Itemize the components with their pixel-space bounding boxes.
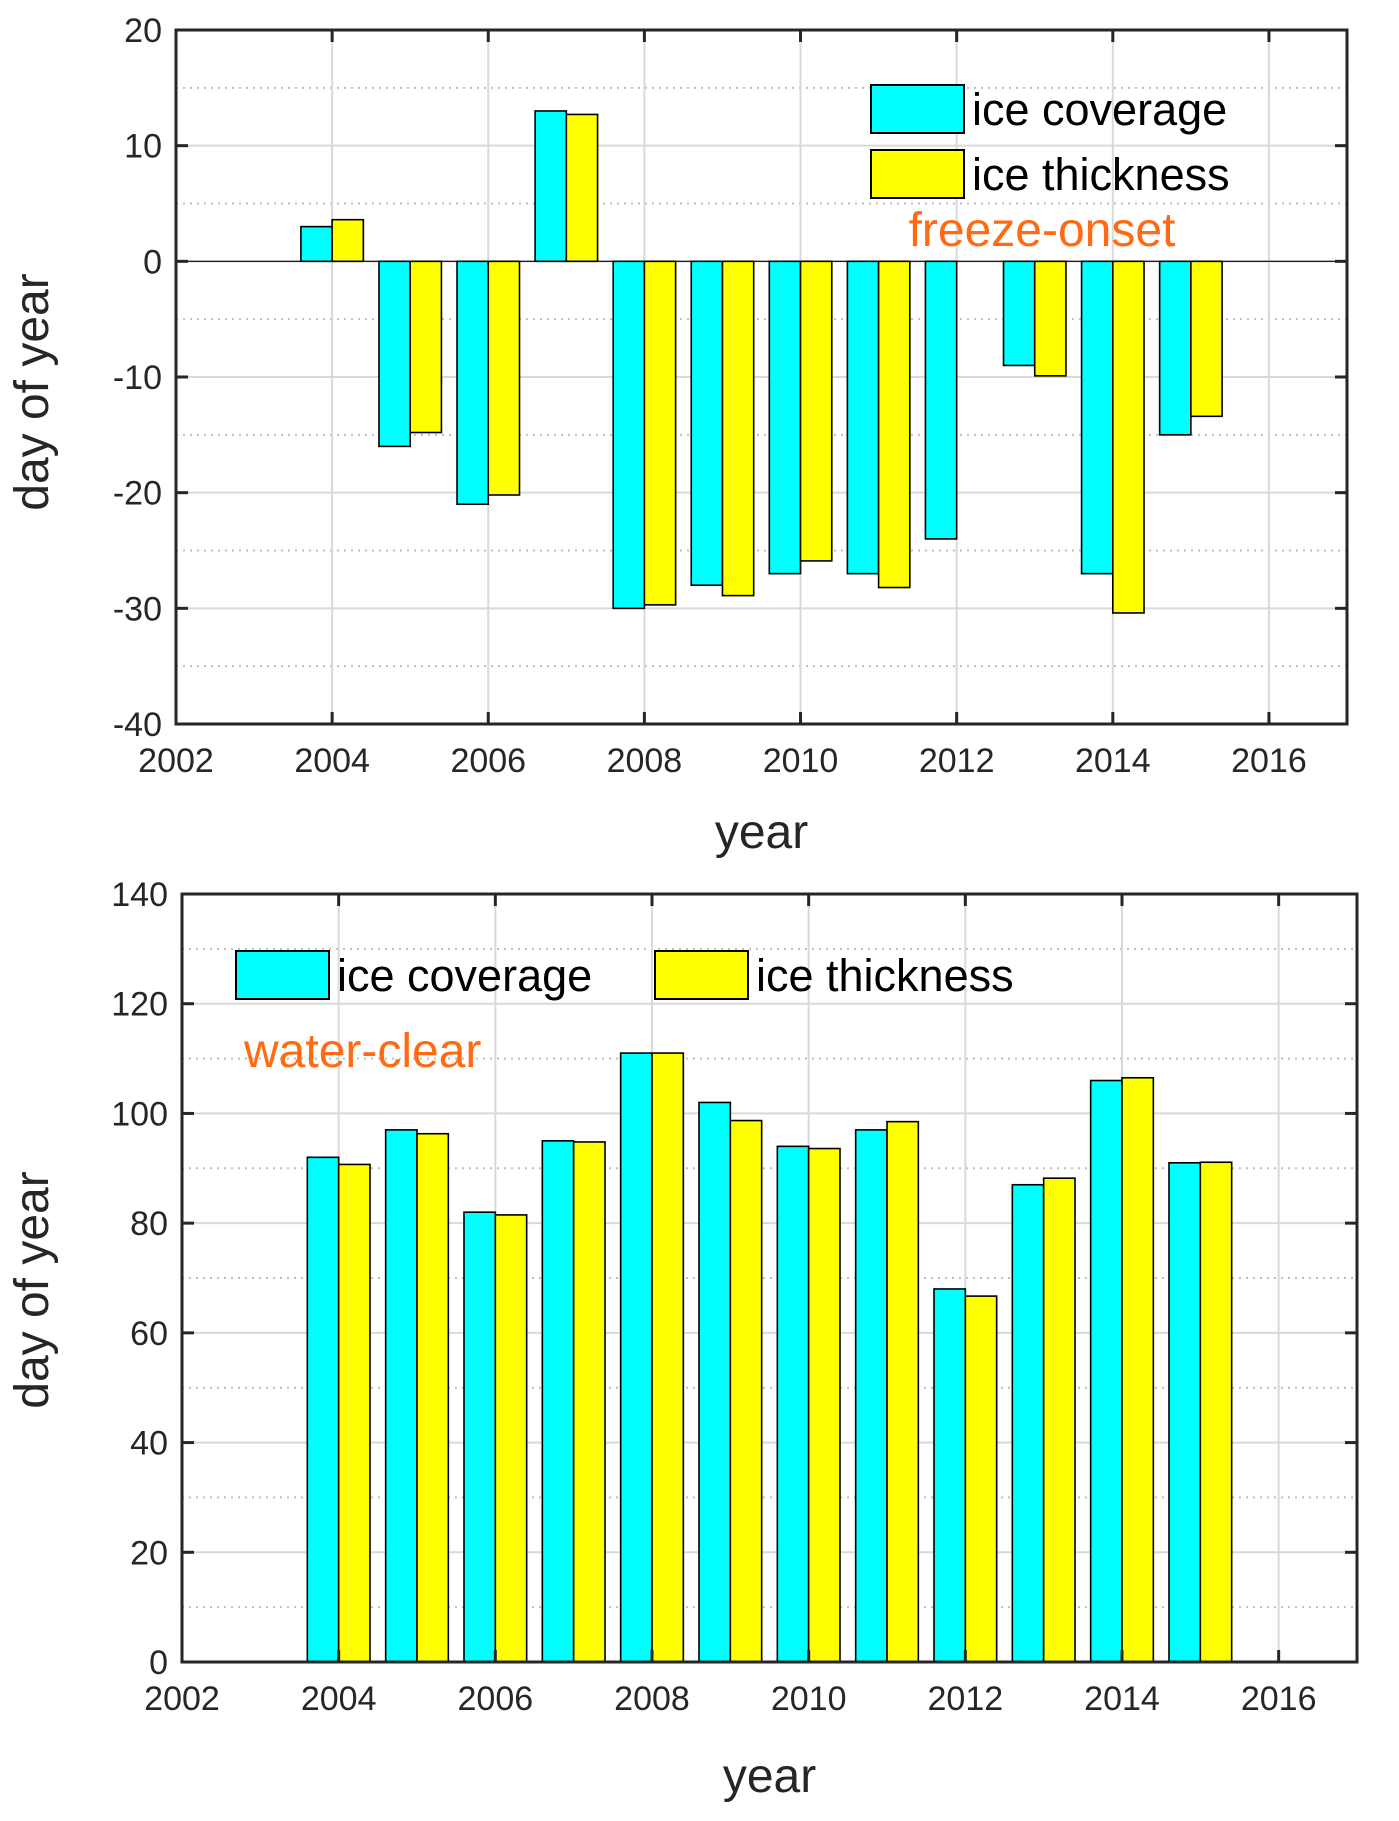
y-axis-label: day of year — [6, 273, 59, 510]
bar-ice-thickness-2013 — [1042, 1177, 1076, 1663]
y-tick-label: 80 — [130, 1205, 168, 1243]
bar-ice-thickness-2004 — [331, 218, 365, 263]
y-tick-label: 20 — [130, 1534, 168, 1572]
bar-ice-coverage-2008 — [619, 1052, 653, 1663]
bar-ice-coverage-2008 — [612, 260, 646, 610]
bar-ice-thickness-2014 — [1112, 260, 1145, 614]
bar-ice-coverage-2010 — [776, 1145, 810, 1663]
bar-ice-coverage-2014 — [1080, 260, 1114, 575]
y-tick-label: 20 — [124, 12, 162, 50]
bar-ice-thickness-2011 — [877, 260, 911, 589]
bar-ice-thickness-2006 — [494, 1214, 528, 1663]
bar-ice-coverage-2006 — [463, 1211, 497, 1663]
bar-ice-coverage-2013 — [1002, 260, 1036, 367]
legend-label-ice-thickness: ice thickness — [756, 950, 1014, 1001]
chart-panel-freeze-onset: -40 -30 -20 -10 0 10 20 2002 2004 2006 2008 2010 201… — [6, 12, 1349, 859]
x-tick-label: 2016 — [1231, 742, 1307, 780]
legend-label-ice-thickness: ice thickness — [972, 149, 1230, 200]
bar-ice-coverage-2013 — [1011, 1183, 1045, 1663]
bar-ice-thickness-2009 — [729, 1119, 763, 1663]
bar-ice-thickness-2014 — [1121, 1076, 1155, 1663]
y-tick-label: 10 — [124, 128, 162, 166]
chart-panel-water-clear: 0 20 40 60 80 100 120 140 2002 2004 2006 2008 2010 20… — [6, 876, 1359, 1803]
bar-ice-coverage-2011 — [854, 1129, 888, 1663]
x-tick-label: 2006 — [458, 1680, 534, 1718]
bar-ice-thickness-2008 — [643, 260, 677, 606]
bar-ice-thickness-2005 — [416, 1132, 450, 1663]
bar-ice-coverage-2007 — [541, 1140, 575, 1663]
x-tick-label: 2008 — [607, 742, 683, 780]
legend-label-ice-coverage: ice coverage — [337, 950, 592, 1001]
legend-swatch-ice-thickness — [654, 950, 749, 1000]
legend: ice coverage ice thickness — [235, 950, 1014, 1001]
legend-label-ice-coverage: ice coverage — [972, 84, 1227, 135]
bar-ice-thickness-2010 — [799, 260, 833, 562]
bar-ice-coverage-2015 — [1158, 260, 1192, 436]
bar-ice-thickness-2009 — [721, 260, 755, 597]
bar-ice-coverage-2014 — [1089, 1079, 1123, 1663]
x-tick-label: 2012 — [919, 742, 995, 780]
plot-area-frame — [180, 892, 1359, 1664]
y-tick-label: 100 — [111, 1095, 168, 1133]
x-tick-label: 2004 — [294, 742, 370, 780]
bar-ice-coverage-2011 — [846, 260, 880, 575]
bar-ice-thickness-2013 — [1033, 260, 1067, 377]
bar-ice-thickness-2006 — [487, 260, 521, 496]
legend-swatch-ice-thickness — [870, 149, 965, 199]
x-tick-label: 2008 — [614, 1680, 690, 1718]
bar-ice-thickness-2007 — [572, 1141, 606, 1663]
x-axis-label: year — [723, 1750, 816, 1803]
bar-ice-coverage-2012 — [924, 260, 958, 540]
bar-ice-thickness-2007 — [565, 113, 599, 263]
bar-ice-coverage-2004 — [306, 1156, 340, 1663]
x-tick-label: 2010 — [763, 742, 839, 780]
x-tick-label: 2004 — [301, 1680, 377, 1718]
y-tick-label: -20 — [113, 475, 162, 513]
x-tick-label: 2014 — [1075, 742, 1151, 780]
bar-ice-coverage-2004 — [300, 225, 333, 263]
x-tick-label: 2012 — [928, 1680, 1004, 1718]
y-tick-label: 60 — [130, 1315, 168, 1353]
x-tick-label: 2014 — [1084, 1680, 1160, 1718]
bar-ice-thickness-2015 — [1190, 260, 1223, 418]
bar-ice-thickness-2005 — [409, 260, 443, 434]
bar-ice-thickness-2011 — [886, 1120, 920, 1663]
bar-ice-coverage-2015 — [1168, 1162, 1202, 1663]
y-tick-label: 0 — [143, 243, 162, 281]
x-tick-label: 2002 — [144, 1680, 220, 1718]
legend-swatch-ice-coverage — [870, 84, 965, 134]
y-tick-label: -40 — [113, 706, 162, 744]
panel-annotation: water-clear — [243, 1025, 481, 1078]
x-tick-label: 2010 — [771, 1680, 847, 1718]
bar-ice-thickness-2012 — [964, 1295, 998, 1663]
legend: ice coverage ice thickness — [870, 84, 1230, 200]
bar-ice-coverage-2009 — [698, 1101, 732, 1663]
y-tick-label: 140 — [111, 876, 168, 914]
bar-ice-thickness-2015 — [1199, 1161, 1233, 1663]
x-tick-label: 2016 — [1241, 1680, 1317, 1718]
x-tick-label: 2006 — [450, 742, 526, 780]
x-axis-label: year — [715, 806, 808, 859]
bar-ice-thickness-2010 — [807, 1147, 841, 1663]
bar-ice-coverage-2005 — [378, 260, 411, 448]
y-tick-label: 0 — [149, 1644, 168, 1682]
y-tick-label: -30 — [113, 590, 162, 628]
x-tick-label: 2002 — [138, 742, 214, 780]
bar-ice-thickness-2008 — [651, 1052, 685, 1663]
panel-annotation: freeze-onset — [909, 204, 1176, 257]
bar-ice-thickness-2004 — [337, 1163, 371, 1663]
y-tick-label: -10 — [113, 359, 162, 397]
bar-ice-coverage-2007 — [534, 110, 568, 263]
bar-ice-coverage-2012 — [933, 1288, 967, 1663]
bar-ice-coverage-2009 — [690, 260, 724, 587]
legend-swatch-ice-coverage — [235, 950, 330, 1000]
y-axis-label: day of year — [6, 1171, 59, 1408]
bar-ice-coverage-2010 — [768, 260, 802, 575]
bar-ice-coverage-2005 — [384, 1129, 418, 1663]
y-tick-label: 120 — [111, 986, 168, 1024]
y-tick-label: 40 — [130, 1425, 168, 1463]
bar-ice-coverage-2006 — [456, 260, 490, 506]
